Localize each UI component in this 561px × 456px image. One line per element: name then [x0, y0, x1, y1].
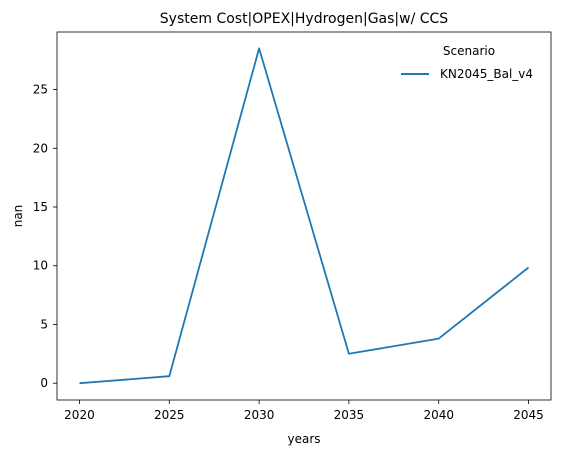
- y-axis-label: nan: [11, 205, 25, 228]
- x-tick-label: 2045: [513, 408, 544, 422]
- y-axis-ticks: 0 5 10 15 20 25: [33, 83, 57, 390]
- x-axis-label: years: [287, 432, 320, 446]
- y-tick-label: 5: [40, 317, 48, 331]
- x-tick-label: 2035: [334, 408, 365, 422]
- chart-title: System Cost|OPEX|Hydrogen|Gas|w/ CCS: [160, 11, 449, 27]
- x-tick-label: 2040: [423, 408, 454, 422]
- legend-title: Scenario: [443, 44, 495, 58]
- series-line: [79, 47, 530, 385]
- y-tick-label: 10: [33, 259, 48, 273]
- x-tick-label: 2025: [154, 408, 185, 422]
- series-lines: [79, 47, 530, 385]
- x-tick-label: 2020: [64, 408, 95, 422]
- x-axis-ticks: 2020 2025 2030 2035 2040 2045: [64, 400, 544, 422]
- y-tick-label: 15: [33, 200, 48, 214]
- plot-frame: [56, 31, 552, 401]
- legend-entry-label: KN2045_Bal_v4: [440, 67, 533, 81]
- y-tick-label: 0: [40, 376, 48, 390]
- legend: Scenario KN2045_Bal_v4: [401, 44, 533, 81]
- x-tick-label: 2030: [244, 408, 275, 422]
- y-tick-label: 20: [33, 141, 48, 155]
- y-tick-label: 25: [33, 83, 48, 97]
